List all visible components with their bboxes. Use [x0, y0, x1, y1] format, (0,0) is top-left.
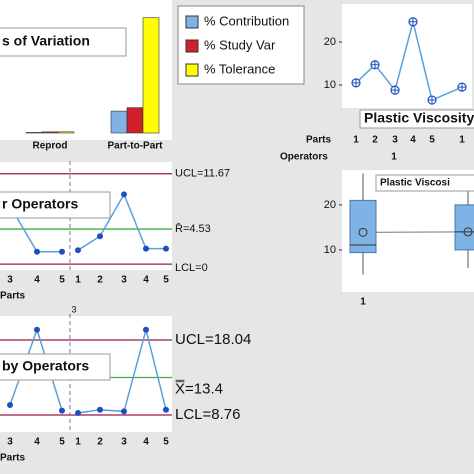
reference-label: X̿=13.4	[175, 380, 223, 397]
mean-marker	[358, 227, 368, 237]
chart-title: Plastic Viscosity	[364, 110, 474, 126]
point-cross	[458, 83, 466, 92]
point	[143, 245, 149, 252]
point-cross	[409, 17, 417, 26]
x-tick-label: 3	[392, 135, 398, 146]
legend-box	[177, 5, 305, 85]
box	[454, 204, 474, 251]
point	[143, 326, 149, 333]
x-tick-label: 2	[372, 135, 378, 146]
x-axis-label: Parts	[0, 291, 25, 302]
point	[59, 407, 65, 414]
x-tick-label: 1	[353, 135, 359, 146]
x-tick-label: 5	[163, 275, 169, 286]
chart-title: Plastic Viscosi	[380, 178, 450, 189]
reference-label: LCL=0	[175, 262, 208, 274]
title-box	[0, 27, 127, 57]
x-tick-label: 5	[59, 275, 65, 286]
legend-label: % Contribution	[204, 13, 289, 28]
x-tick-label: 5	[163, 437, 169, 448]
point	[34, 326, 40, 333]
legend-swatch	[185, 63, 199, 77]
point	[34, 248, 40, 255]
y-tick-label: 20	[324, 36, 336, 48]
y-tick-label: 10	[324, 79, 336, 91]
x-tick-label: 3	[7, 275, 13, 286]
point-cross	[371, 60, 379, 69]
point	[163, 245, 169, 252]
legend-label: % Study Var	[204, 37, 276, 52]
x-tick-label: 4	[410, 135, 416, 146]
point	[59, 248, 65, 255]
point	[75, 247, 81, 254]
point	[97, 233, 103, 240]
x-tick-label: 4	[34, 437, 40, 448]
reference-label: UCL=11.67	[175, 168, 230, 180]
x-tick-label: 4	[143, 437, 149, 448]
point-cross	[391, 86, 399, 95]
mean-marker	[463, 227, 473, 237]
point-cross	[428, 96, 436, 105]
bar	[110, 110, 128, 134]
point	[7, 401, 13, 408]
legend-swatch	[185, 39, 199, 53]
x-tick-label: 5	[59, 437, 65, 448]
y-tick-label: 20	[324, 199, 336, 211]
x-tick-label: 4	[34, 275, 40, 286]
y-tick-label: 10	[324, 244, 336, 256]
point	[97, 406, 103, 413]
legend-swatch	[185, 15, 199, 29]
x-axis-label: Parts	[306, 135, 331, 146]
reference-label: R̄=4.53	[175, 222, 211, 235]
title-box	[0, 191, 111, 219]
point	[163, 406, 169, 413]
x-tick-label: 1	[360, 297, 366, 308]
x-tick-label: Reprod	[33, 141, 68, 152]
plot-area	[342, 4, 472, 108]
bar	[126, 107, 144, 134]
x-tick-label: 3	[7, 437, 13, 448]
point	[121, 191, 127, 198]
group-label: 3	[71, 304, 76, 314]
legend-label: % Tolerance	[204, 61, 275, 76]
x-tick-label: 1	[459, 135, 465, 146]
reference-label: UCL=18.04	[175, 331, 251, 348]
group-axis-label: Operators	[280, 152, 328, 163]
box	[349, 199, 377, 254]
group-label: 1	[391, 152, 397, 163]
point	[121, 408, 127, 415]
bar	[25, 132, 43, 134]
x-tick-label: Part-to-Part	[107, 141, 163, 152]
x-tick-label: 1	[75, 275, 81, 286]
x-axis-label: Parts	[0, 453, 25, 464]
chart-title: s of Variation	[2, 33, 90, 49]
title-box	[375, 174, 474, 192]
bar	[142, 17, 160, 134]
bar	[57, 131, 75, 134]
point-cross	[352, 78, 360, 87]
reference-label: LCL=8.76	[175, 406, 240, 423]
title-box	[359, 109, 474, 129]
bar	[41, 131, 59, 134]
x-tick-label: 4	[143, 275, 149, 286]
x-tick-label: 3	[121, 437, 127, 448]
chart-title: r Operators	[2, 196, 78, 212]
x-tick-label: 2	[97, 275, 103, 286]
point	[75, 410, 81, 417]
x-tick-label: 3	[121, 275, 127, 286]
chart-title: by Operators	[2, 358, 89, 374]
x-tick-label: 2	[97, 437, 103, 448]
x-tick-label: 1	[75, 437, 81, 448]
x-tick-label: 5	[429, 135, 435, 146]
title-box	[0, 353, 111, 381]
